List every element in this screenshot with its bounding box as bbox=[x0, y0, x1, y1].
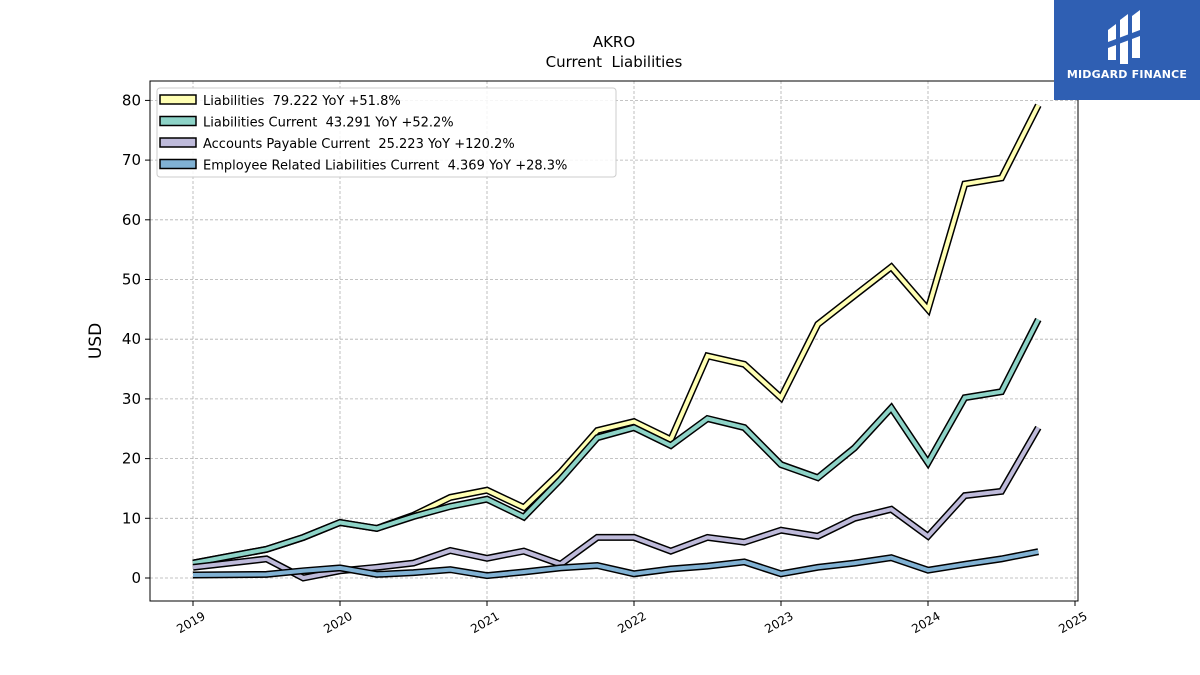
x-tick-label: 2025 bbox=[1056, 609, 1089, 636]
x-tick-label: 2019 bbox=[174, 609, 207, 636]
x-tick-label: 2023 bbox=[762, 609, 795, 636]
x-tick-label: 2021 bbox=[468, 609, 501, 636]
chart-title: AKRO bbox=[593, 33, 635, 51]
brand-logo-text: MIDGARD FINANCE bbox=[1066, 68, 1188, 81]
y-tick-label: 40 bbox=[122, 330, 141, 348]
chart-subtitle: Current Liabilities bbox=[546, 53, 683, 71]
plot-frame bbox=[149, 80, 1079, 602]
series-liabilities-current bbox=[192, 317, 1042, 567]
legend-swatch bbox=[159, 94, 197, 105]
series-lines bbox=[192, 103, 1042, 582]
x-tick-label: 2022 bbox=[615, 609, 648, 636]
legend-swatch bbox=[159, 158, 197, 170]
legend-label: Accounts Payable Current 25.223 YoY +120… bbox=[203, 137, 515, 152]
legend: Liabilities 79.222 YoY +51.8% Liabilities… bbox=[156, 87, 617, 178]
legend-box bbox=[156, 87, 617, 178]
y-tick-label: 60 bbox=[122, 211, 141, 229]
series-line bbox=[192, 318, 1041, 566]
legend-label: Liabilities Current 43.291 YoY +52.2% bbox=[203, 116, 454, 131]
y-tick-label: 30 bbox=[122, 390, 141, 408]
x-tick-label: 2020 bbox=[321, 609, 354, 636]
y-tick-label: 80 bbox=[122, 91, 141, 109]
series-accounts-payable-current bbox=[192, 425, 1042, 582]
y-tick-label: 10 bbox=[122, 509, 141, 527]
y-tick-label: 70 bbox=[122, 151, 141, 169]
legend-label: Liabilities 79.222 YoY +51.8% bbox=[203, 94, 401, 109]
brand-logo-mark bbox=[1108, 10, 1140, 64]
legend-swatch bbox=[159, 137, 197, 148]
y-tick-label: 0 bbox=[131, 569, 141, 587]
series-outline bbox=[192, 425, 1042, 582]
brand-logo: MIDGARD FINANCE bbox=[1054, 0, 1200, 100]
y-tick-label: 50 bbox=[122, 271, 141, 289]
series-employee-related-liabilities-current bbox=[192, 548, 1039, 580]
y-axis-label: USD bbox=[86, 323, 106, 359]
series-line bbox=[192, 426, 1041, 581]
legend-swatch bbox=[159, 115, 197, 127]
x-tick-label: 2024 bbox=[909, 609, 942, 636]
legend-label: Employee Related Liabilities Current 4.3… bbox=[203, 159, 567, 174]
series-line bbox=[192, 549, 1039, 578]
y-tick-label: 20 bbox=[122, 450, 141, 468]
